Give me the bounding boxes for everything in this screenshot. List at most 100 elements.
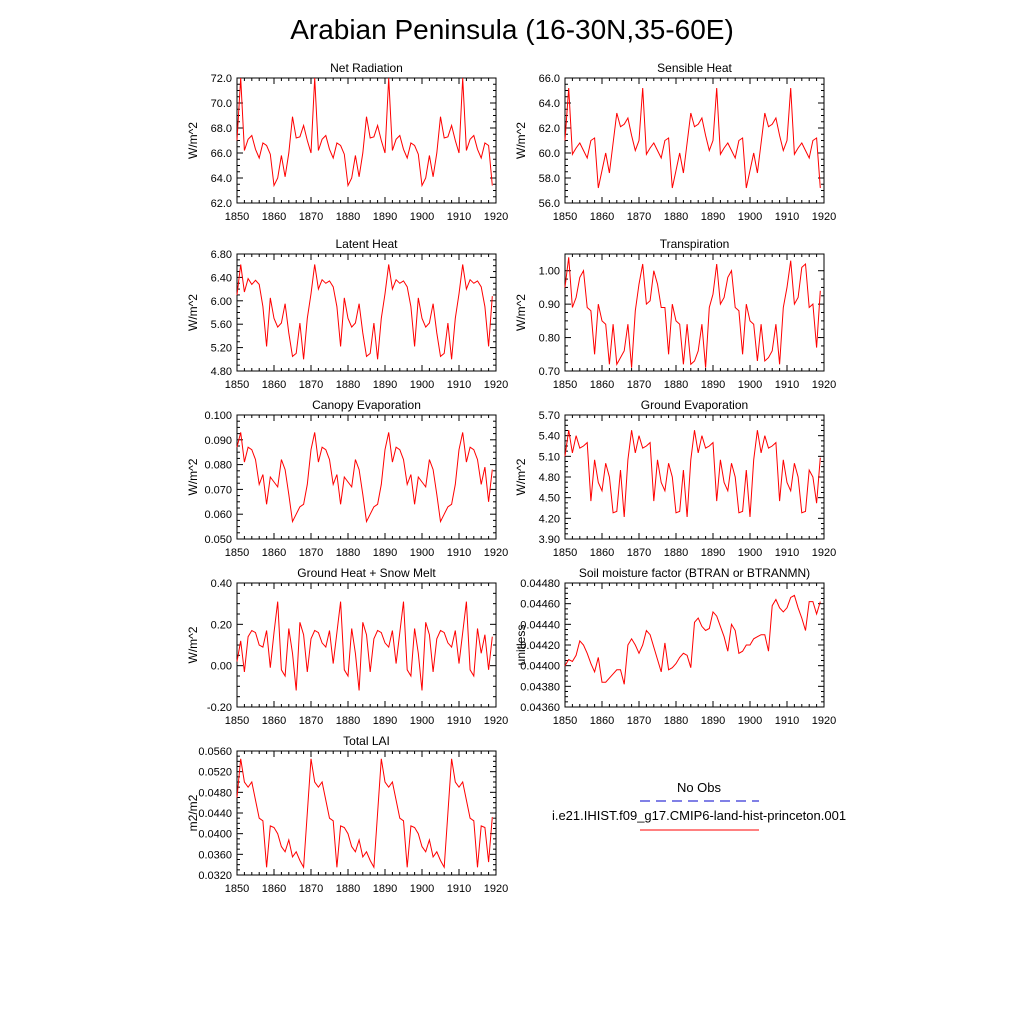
x-tick-label: 1900 xyxy=(738,379,762,391)
x-tick-label: 1870 xyxy=(627,547,651,559)
x-tick-label: 1850 xyxy=(553,715,577,727)
y-tick-label: 0.0440 xyxy=(198,808,232,820)
y-axis-label: W/m^2 xyxy=(186,122,200,159)
x-tick-label: 1860 xyxy=(262,883,286,895)
x-tick-label: 1900 xyxy=(410,715,434,727)
y-tick-label: 72.0 xyxy=(211,73,232,85)
y-tick-label: -0.20 xyxy=(207,702,232,714)
y-tick-label: 0.20 xyxy=(211,619,232,631)
series-line xyxy=(236,758,493,870)
panel-title: Latent Heat xyxy=(335,237,398,251)
x-tick-label: 1890 xyxy=(373,715,397,727)
y-tick-label: 4.20 xyxy=(539,513,560,525)
panel-title: Ground Heat + Snow Melt xyxy=(297,566,436,580)
x-tick-label: 1900 xyxy=(738,715,762,727)
x-tick-label: 1910 xyxy=(447,883,471,895)
x-tick-label: 1860 xyxy=(590,211,614,223)
plot-frame xyxy=(236,750,497,876)
chart-panel-9: Total LAI 1850 1860 1870 1880 1890 1900 1910 192… xyxy=(186,734,508,895)
chart-panel-3: Latent Heat 1850 1860 1870 1880 1890 1900 1910 1… xyxy=(186,237,508,391)
x-tick-label: 1910 xyxy=(447,547,471,559)
series-line xyxy=(564,430,821,518)
y-tick-label: 0.80 xyxy=(539,333,560,345)
y-axis-label: W/m^2 xyxy=(186,458,200,495)
x-tick-label: 1880 xyxy=(336,715,360,727)
panel-title: Total LAI xyxy=(343,734,390,748)
x-tick-label: 1870 xyxy=(299,883,323,895)
x-tick-label: 1920 xyxy=(812,211,836,223)
y-tick-label: 66.0 xyxy=(539,73,560,85)
series-line xyxy=(236,601,493,691)
y-tick-label: 6.80 xyxy=(211,249,232,261)
x-tick-label: 1920 xyxy=(484,715,508,727)
y-tick-label: 0.050 xyxy=(204,534,232,546)
plot-frame xyxy=(564,77,825,204)
y-tick-label: 0.04400 xyxy=(520,661,560,673)
x-tick-label: 1910 xyxy=(447,715,471,727)
y-axis-label: W/m^2 xyxy=(514,122,528,159)
x-tick-label: 1920 xyxy=(812,547,836,559)
y-tick-label: 0.0400 xyxy=(198,829,232,841)
x-tick-label: 1890 xyxy=(373,547,397,559)
legend: No Obs i.e21.IHIST.f09_g17.CMIP6-land-his… xyxy=(552,780,846,831)
x-tick-label: 1870 xyxy=(299,379,323,391)
x-tick-label: 1880 xyxy=(336,379,360,391)
x-tick-label: 1870 xyxy=(627,715,651,727)
x-tick-label: 1870 xyxy=(299,715,323,727)
y-tick-label: 0.060 xyxy=(204,509,232,521)
y-tick-label: 4.80 xyxy=(211,366,232,378)
y-tick-label: 64.0 xyxy=(211,173,232,185)
x-tick-label: 1900 xyxy=(410,883,434,895)
x-tick-label: 1850 xyxy=(225,547,249,559)
series-line xyxy=(564,257,821,368)
x-tick-label: 1860 xyxy=(590,547,614,559)
x-tick-label: 1920 xyxy=(812,379,836,391)
series-line xyxy=(564,594,821,685)
x-tick-label: 1850 xyxy=(553,211,577,223)
y-tick-label: 56.0 xyxy=(539,198,560,210)
y-tick-label: 1.00 xyxy=(539,266,560,278)
x-tick-label: 1860 xyxy=(262,211,286,223)
x-tick-label: 1900 xyxy=(738,547,762,559)
x-tick-label: 1900 xyxy=(738,211,762,223)
y-tick-label: 58.0 xyxy=(539,173,560,185)
x-tick-label: 1890 xyxy=(701,547,725,559)
y-axis-label: unitless xyxy=(514,625,528,666)
x-tick-label: 1860 xyxy=(590,379,614,391)
x-tick-label: 1900 xyxy=(410,211,434,223)
series-line xyxy=(236,264,493,360)
chart-panel-5: Canopy Evaporation 1850 1860 1870 1880 1890 19… xyxy=(186,398,508,559)
y-tick-label: 3.90 xyxy=(539,534,560,546)
series-line xyxy=(236,432,493,524)
y-tick-label: 0.0480 xyxy=(198,787,232,799)
y-tick-label: 6.40 xyxy=(211,272,232,284)
y-tick-label: 0.0520 xyxy=(198,767,232,779)
x-tick-label: 1870 xyxy=(299,211,323,223)
y-tick-label: 5.40 xyxy=(539,431,560,443)
x-tick-label: 1880 xyxy=(664,211,688,223)
x-tick-label: 1920 xyxy=(484,883,508,895)
panel-title: Ground Evaporation xyxy=(641,398,748,412)
x-tick-label: 1880 xyxy=(664,379,688,391)
x-tick-label: 1870 xyxy=(627,211,651,223)
x-tick-label: 1910 xyxy=(775,379,799,391)
y-tick-label: 0.04480 xyxy=(520,578,560,590)
y-tick-label: 0.090 xyxy=(204,435,232,447)
x-tick-label: 1860 xyxy=(590,715,614,727)
x-tick-label: 1880 xyxy=(336,547,360,559)
y-axis-label: m2/m2 xyxy=(186,794,200,831)
y-tick-label: 60.0 xyxy=(539,148,560,160)
x-tick-label: 1910 xyxy=(775,547,799,559)
y-tick-label: 0.0560 xyxy=(198,746,232,758)
y-tick-label: 64.0 xyxy=(539,98,560,110)
x-tick-label: 1900 xyxy=(410,379,434,391)
y-tick-label: 0.90 xyxy=(539,299,560,311)
x-tick-label: 1870 xyxy=(299,547,323,559)
y-tick-label: 0.70 xyxy=(539,366,560,378)
series-line xyxy=(564,87,821,189)
x-tick-label: 1880 xyxy=(664,715,688,727)
x-tick-label: 1890 xyxy=(701,211,725,223)
y-tick-label: 68.0 xyxy=(211,123,232,135)
y-axis-label: W/m^2 xyxy=(514,458,528,495)
